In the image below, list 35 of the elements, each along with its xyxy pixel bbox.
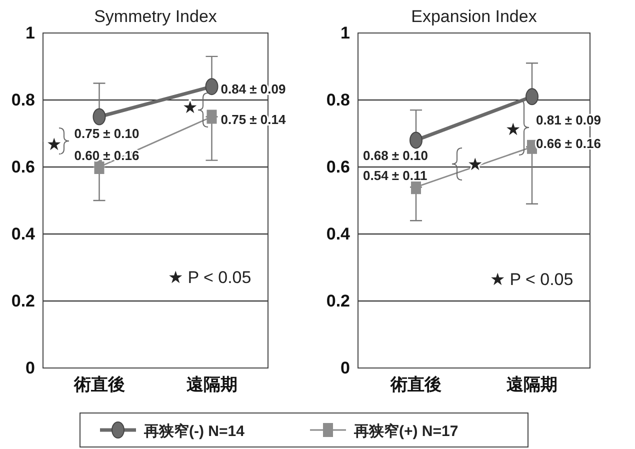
y-tick-label: 0.4 bbox=[11, 224, 36, 244]
y-tick-label: 0.6 bbox=[11, 157, 35, 176]
legend-label: 再狭窄(+) N=17 bbox=[353, 422, 458, 440]
annotation: 0.54 ± 0.11 bbox=[363, 168, 428, 184]
y-tick-label: 0.4 bbox=[326, 224, 351, 244]
y-tick-label: 0.8 bbox=[326, 90, 350, 110]
annotation: ★ P < 0.05 bbox=[490, 270, 574, 289]
annotation: ★ bbox=[182, 98, 198, 117]
point bbox=[526, 88, 538, 106]
y-tick-label: 0 bbox=[340, 358, 350, 378]
chart-title: Symmetry Index bbox=[94, 7, 218, 26]
point bbox=[205, 78, 218, 96]
y-tick-label: 0.2 bbox=[11, 291, 35, 310]
annotation: 0.75 ± 0.10 bbox=[74, 126, 140, 141]
point bbox=[94, 160, 104, 174]
legend-label: 再狭窄(-) N=14 bbox=[143, 422, 246, 440]
y-tick-label: 0.8 bbox=[11, 90, 35, 110]
y-tick-label: 1 bbox=[340, 23, 350, 42]
y-tick-label: 0 bbox=[26, 358, 35, 378]
chart-title: Expansion Index bbox=[411, 7, 538, 26]
y-tick-label: 0.6 bbox=[326, 157, 350, 176]
point bbox=[92, 108, 106, 126]
annotation: ★ P < 0.05 bbox=[168, 268, 252, 287]
x-tick-label: 術直後 bbox=[390, 375, 442, 394]
annotation: ★ bbox=[506, 120, 520, 139]
point bbox=[206, 110, 217, 124]
annotation: ★ bbox=[46, 135, 62, 154]
y-tick-label: 1 bbox=[26, 23, 35, 42]
x-tick-label: 遠隔期 bbox=[506, 375, 558, 394]
y-tick-label: 0.2 bbox=[326, 291, 350, 310]
annotation: 0.68 ± 0.10 bbox=[363, 148, 428, 164]
point bbox=[410, 132, 422, 149]
annotation: 0.60 ± 0.16 bbox=[74, 148, 140, 163]
x-tick-label: 術直後 bbox=[72, 375, 125, 394]
x-tick-label: 遠隔期 bbox=[186, 375, 238, 394]
